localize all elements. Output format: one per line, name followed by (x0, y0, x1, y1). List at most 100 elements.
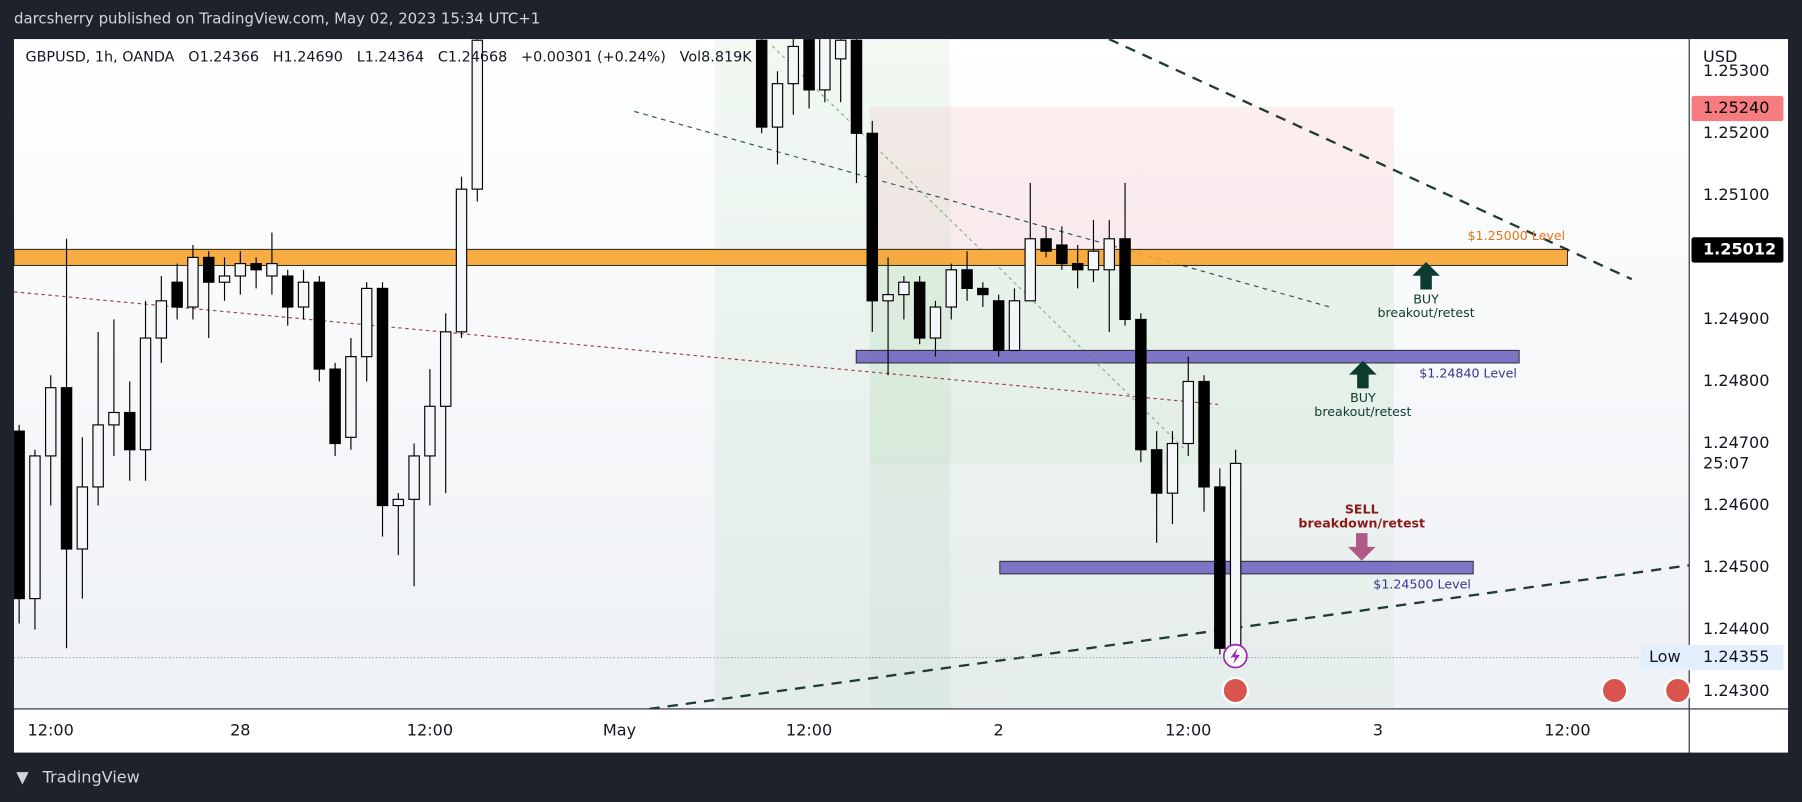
legend-change: +0.00301 (+0.24%) (521, 49, 666, 65)
low-name: Low (1649, 647, 1681, 666)
candle-body (1198, 380, 1210, 488)
event-icon (1230, 648, 1240, 665)
x-tick-label: 12:00 (28, 720, 74, 739)
candle-body (281, 275, 294, 308)
shade-zone (714, 39, 951, 709)
y-tick-label: 1.25200 (1703, 123, 1770, 142)
candle-body (1166, 442, 1179, 494)
legend-symbol: GBPUSD, 1h, OANDA (25, 49, 174, 65)
candle-body (1229, 462, 1242, 652)
low-label: 1.24355 (1703, 647, 1770, 666)
candle-body (1182, 380, 1194, 445)
candle-body (1087, 250, 1100, 271)
candle-body (29, 455, 41, 600)
x-tick-label: May (603, 720, 637, 739)
price-badge (1691, 95, 1784, 122)
countdown-badge (1693, 452, 1759, 476)
price-axis (1689, 39, 1789, 753)
event-flag[interactable] (1600, 676, 1629, 705)
level-label: $1.24840 Level (1419, 365, 1517, 380)
candle-body (866, 132, 879, 302)
candle-body (202, 256, 215, 283)
x-tick-label: 3 (1373, 720, 1383, 739)
y-tick-label: 1.25300 (1703, 61, 1770, 80)
x-tick-label: 2 (994, 720, 1004, 739)
candle-body (929, 306, 942, 339)
price-badge-label: 1.25012 (1703, 239, 1776, 258)
price-badge-label: 1.25240 (1703, 98, 1770, 117)
candle-body (439, 331, 452, 407)
candle-body (1103, 238, 1116, 271)
x-tick-label: 12:00 (1165, 720, 1211, 739)
annotation-text: breakout/retest (1314, 404, 1411, 419)
candle-body (882, 294, 894, 302)
candle-body (155, 300, 168, 339)
candle-body (1214, 486, 1226, 649)
y-tick-label: 1.24600 (1703, 495, 1770, 514)
x-tick-label: 12:00 (1544, 720, 1590, 739)
candle-body (1119, 238, 1131, 321)
trend-line (649, 564, 1690, 709)
time-axis (13, 708, 1690, 753)
candle-body (771, 83, 784, 128)
x-tick-label: 12:00 (407, 720, 453, 739)
candle-body (266, 263, 278, 277)
candle-body (945, 269, 958, 308)
candles (13, 39, 1242, 655)
candle-body (992, 300, 1005, 352)
candle-body (329, 368, 341, 445)
event-flags (1221, 676, 1692, 705)
candle-body (961, 269, 973, 289)
annotation-title: BUY (1413, 291, 1439, 306)
y-tick-label: 1.24300 (1703, 681, 1770, 700)
candle-body (1056, 244, 1068, 265)
arrow-up (1349, 360, 1377, 389)
y-tick-label: 1.24800 (1703, 371, 1770, 390)
level-label: $1.25000 Level (1468, 228, 1566, 243)
y-tick-label: 1.25100 (1703, 185, 1770, 204)
event-flag[interactable] (1221, 676, 1250, 705)
candle-body (803, 39, 815, 91)
level-zone (13, 248, 1568, 266)
arrow-up (1412, 261, 1440, 290)
footer-brand: TradingView (42, 767, 140, 786)
legend: GBPUSD, 1h, OANDA O1.24366 H1.24690 L1.2… (25, 49, 752, 65)
candle-body (1008, 300, 1021, 352)
candle-body (408, 455, 420, 500)
target-zone (869, 464, 1394, 709)
candle-body (313, 281, 326, 370)
price-badge (1691, 237, 1784, 263)
candle-body (913, 281, 926, 339)
candle-body (424, 405, 436, 457)
candle-body (234, 263, 247, 277)
annotation-title: SELL (1345, 502, 1379, 517)
y-tick-label: 1.24500 (1703, 557, 1770, 576)
axis-title: USD (1703, 47, 1737, 66)
y-axis: 1.25300 1.25200 1.25100 1.24900 1.24800 1.247… (1691, 61, 1784, 700)
candle-body (392, 498, 405, 507)
event-flag[interactable] (1663, 676, 1692, 705)
candle-body (1071, 263, 1084, 271)
candle-body (898, 281, 910, 296)
candle-body (60, 387, 73, 550)
candle-body (250, 263, 262, 271)
legend-low: L1.24364 (357, 49, 424, 65)
trend-line (634, 110, 1334, 309)
level-label: $1.24500 Level (1373, 576, 1471, 591)
candle-body (44, 387, 57, 457)
candle-body (297, 281, 310, 308)
legend-high: H1.24690 (273, 49, 343, 65)
y-tick-label: 1.24400 (1703, 619, 1770, 638)
candle-body (123, 411, 136, 451)
candle-body (1024, 238, 1037, 302)
candle-body (360, 287, 373, 358)
candle-body (345, 356, 357, 438)
candle-body (1135, 318, 1147, 451)
candle-body (850, 39, 863, 134)
header-title: darcsherry published on TradingView.com,… (14, 10, 540, 28)
candle-body (108, 411, 120, 426)
candle-body (76, 486, 89, 550)
low-badge (1640, 644, 1784, 671)
candle-body (171, 281, 183, 308)
